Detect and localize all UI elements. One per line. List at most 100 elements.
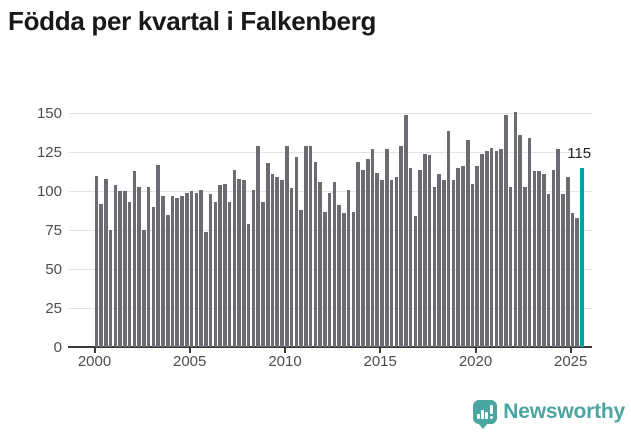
bar (308, 146, 313, 347)
y-axis-tick-label: 50 (45, 260, 62, 278)
y-gridline (68, 151, 592, 153)
bar (356, 161, 360, 347)
bar (384, 149, 389, 347)
bar (499, 149, 503, 347)
bar (118, 191, 122, 347)
x-axis-tick (569, 347, 572, 353)
bar (523, 186, 527, 347)
last-value-annotation: 115 (567, 144, 592, 162)
y-axis-tick-label: 0 (53, 338, 62, 356)
bar (242, 180, 246, 347)
bar (480, 153, 484, 347)
bar (275, 177, 280, 347)
x-axis-tick-label: 2010 (268, 353, 302, 370)
bar (494, 150, 499, 347)
bar (199, 189, 203, 347)
bar (323, 211, 327, 347)
bar (484, 150, 489, 347)
bar (423, 153, 427, 347)
bar (551, 169, 556, 347)
bar (142, 230, 146, 347)
bar (346, 189, 351, 347)
bar (280, 180, 284, 347)
bar (232, 169, 237, 347)
bar (218, 185, 222, 347)
bar (175, 197, 180, 347)
bar (408, 167, 413, 347)
bar (246, 224, 251, 347)
bar (461, 166, 465, 347)
newsworthy-logo: Newsworthy (473, 400, 625, 429)
bar (127, 202, 132, 347)
logo-exclamation-icon (490, 416, 494, 419)
logo-bubble-tail (478, 423, 489, 429)
bar (389, 180, 394, 347)
x-axis-tick-label: 2025 (554, 353, 588, 370)
bar (327, 192, 332, 347)
bar (570, 213, 575, 347)
x-axis-tick (188, 347, 191, 353)
bar (451, 180, 456, 347)
bar (465, 139, 470, 347)
bar (342, 213, 346, 347)
bar-highlight-latest (580, 167, 584, 347)
bar (442, 180, 446, 347)
bar (513, 111, 518, 347)
x-axis-tick (284, 347, 286, 353)
bar (565, 177, 570, 347)
bar (99, 203, 103, 347)
bar (527, 138, 532, 347)
bar (104, 178, 108, 347)
y-gridline (68, 190, 592, 192)
bar (256, 146, 260, 347)
x-axis-tick-label: 2015 (363, 353, 397, 370)
bar (294, 157, 299, 347)
chart-title: Födda per kvartal i Falkenberg (8, 6, 377, 36)
bar (170, 195, 175, 347)
x-axis-tick (379, 347, 382, 353)
y-axis-tick-label: 25 (45, 299, 62, 317)
bar (184, 192, 189, 347)
bar (237, 178, 241, 347)
logo-chart-icon (481, 410, 485, 419)
bar (227, 202, 232, 347)
bar (194, 192, 199, 347)
bar (94, 175, 99, 347)
newsworthy-logo-text: Newsworthy (503, 400, 625, 423)
bar (165, 214, 170, 347)
bar (123, 191, 127, 347)
y-axis-tick-label: 150 (36, 104, 62, 122)
bar (270, 174, 275, 347)
bar (427, 155, 432, 347)
bar (261, 202, 265, 347)
bar (508, 186, 513, 347)
bar (542, 174, 546, 347)
bar (213, 202, 218, 347)
bar (137, 186, 141, 347)
bar (180, 195, 184, 347)
newsworthy-logo-icon (473, 400, 498, 429)
bar (470, 183, 475, 347)
bar (546, 194, 551, 347)
bar (304, 146, 308, 347)
bar (532, 171, 537, 347)
bar (489, 147, 494, 347)
bar (284, 146, 289, 347)
x-axis-tick (93, 347, 96, 353)
bar (161, 195, 165, 347)
bar (265, 163, 270, 347)
bar (537, 171, 541, 347)
logo-exclamation-icon (490, 405, 494, 414)
bar (156, 164, 160, 347)
bar (556, 149, 560, 347)
bar (337, 205, 341, 347)
bar (437, 174, 441, 347)
bar (446, 130, 451, 347)
bar (113, 185, 118, 347)
bar (561, 194, 565, 347)
bar (404, 115, 408, 347)
bar (189, 191, 194, 347)
x-axis-tick-label: 2020 (458, 353, 493, 370)
bar (394, 177, 399, 347)
logo-chart-icon (477, 414, 481, 419)
